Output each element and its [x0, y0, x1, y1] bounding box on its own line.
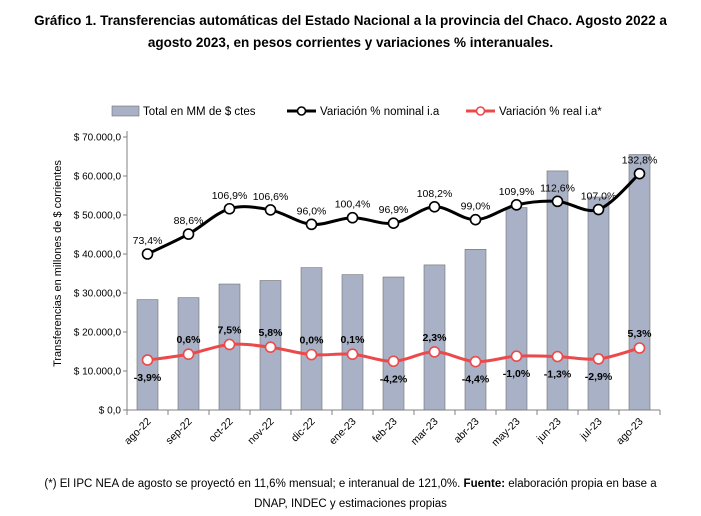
footnote-text-1: (*) El IPC NEA de agosto se proyectó en …	[44, 478, 464, 490]
x-tick-label: jul-23	[577, 416, 604, 443]
real-marker	[428, 346, 441, 358]
nominal-marker	[141, 248, 154, 260]
chart-title: Gráfico 1. Transferencias automáticas de…	[0, 10, 701, 54]
y-tick-label: $ 0,0	[99, 406, 122, 417]
y-tick-label: $ 60.000,0	[74, 172, 122, 183]
real-marker	[387, 355, 400, 368]
real-marker	[469, 355, 482, 368]
x-tick-label: nov-22	[245, 416, 276, 447]
line-series: 73,4% 88,6% 106,9% 106,6% 96,0% 100,4% 96,9% 10…	[133, 155, 658, 386]
nominal-data-label: 112,6%	[540, 182, 575, 194]
nominal-data-label: 96,0%	[297, 205, 327, 217]
x-tick-label: may-23	[489, 416, 522, 449]
x-axis: ago-22 sep-22 oct-22 nov-22 dic-22 ene-23 feb-…	[122, 409, 661, 449]
y-tick-label: $ 50.000,0	[74, 211, 122, 222]
nominal-marker	[182, 228, 195, 240]
real-marker	[182, 348, 195, 361]
nominal-data-label: 88,6%	[174, 215, 204, 227]
x-tick-label: feb-23	[370, 416, 400, 446]
nominal-marker	[346, 211, 359, 224]
nominal-marker	[633, 167, 646, 180]
real-data-label: -1,3%	[544, 369, 572, 381]
nominal-data-label: 73,4%	[133, 235, 163, 247]
real-data-label: -4,4%	[462, 374, 490, 386]
real-data-label: -1,0%	[503, 368, 531, 380]
real-marker	[223, 338, 236, 351]
real-data-label: 0,0%	[300, 335, 325, 347]
real-marker	[141, 354, 154, 366]
legend-bar-label: Total en MM de $ ctes	[143, 106, 256, 118]
real-data-label: 2,3%	[423, 332, 448, 344]
legend-bar-swatch	[111, 105, 140, 117]
x-tick-label: oct-22	[206, 416, 235, 445]
real-marker	[346, 348, 359, 361]
x-tick-label: dic-22	[289, 416, 318, 445]
chart-title-line-1: Gráfico 1. Transferencias automáticas de…	[34, 13, 667, 28]
nominal-marker	[223, 202, 236, 215]
nominal-data-label: 132,8%	[622, 155, 658, 167]
y-tick-label: $ 10.000,0	[74, 367, 122, 378]
x-tick-label: abr-23	[452, 416, 482, 446]
nominal-marker	[387, 217, 400, 229]
x-tick-label: jun-23	[534, 416, 564, 446]
real-marker	[633, 342, 646, 354]
real-data-label: 5,8%	[259, 327, 284, 339]
real-marker	[305, 348, 318, 361]
bar	[464, 249, 487, 411]
real-data-label: 0,1%	[341, 334, 366, 346]
x-tick-label: ago-22	[122, 416, 154, 448]
footnote-line-2: DNAP, INDEC y estimaciones propias	[254, 498, 447, 510]
nominal-data-label: 107,0%	[581, 191, 617, 203]
nominal-data-label: 99,0%	[461, 201, 491, 213]
x-tick-label: ago-23	[614, 416, 646, 448]
nominal-marker	[305, 218, 318, 231]
real-marker	[592, 353, 605, 365]
real-data-label: 7,5%	[218, 324, 243, 336]
chart-legend: Total en MM de $ ctes Variación % nominal…	[111, 105, 602, 118]
nominal-marker	[551, 195, 564, 208]
nominal-data-label: 100,4%	[335, 199, 371, 211]
real-marker	[264, 341, 277, 354]
footnote-line-1: (*) El IPC NEA de agosto se proyectó en …	[0, 474, 701, 494]
legend-nominal-label: Variación % nominal i.a	[320, 106, 440, 118]
nominal-marker	[469, 213, 482, 226]
y-tick-label: $ 30.000,0	[74, 289, 122, 300]
real-data-label: -3,9%	[134, 372, 162, 384]
real-data-label: -2,9%	[585, 371, 613, 383]
real-marker	[510, 350, 523, 362]
nominal-marker	[264, 204, 277, 216]
bar	[628, 154, 651, 411]
nominal-data-label: 109,9%	[499, 186, 535, 198]
footnote-text-2: elaboración propia en base a	[505, 478, 657, 490]
legend-real-label: Variación % real i.a*	[499, 106, 602, 118]
combo-chart: Total en MM de $ ctes Variación % nominal…	[52, 105, 661, 449]
y-tick-label: $ 70.000,0	[74, 133, 122, 144]
chart-footnote: (*) El IPC NEA de agosto se proyectó en …	[0, 474, 701, 514]
real-data-label: -4,2%	[380, 373, 408, 385]
footnote-source-label: Fuente:	[463, 478, 506, 490]
real-data-label: 0,6%	[177, 334, 202, 346]
nominal-data-label: 96,9%	[379, 204, 409, 216]
x-tick-label: mar-23	[409, 416, 441, 448]
nominal-data-label: 106,9%	[212, 190, 248, 202]
real-marker	[551, 350, 564, 363]
nominal-marker	[592, 203, 605, 216]
nominal-marker	[428, 201, 441, 213]
legend-nominal-marker	[296, 106, 307, 116]
legend-real-marker	[475, 106, 486, 116]
x-tick-label: ene-23	[327, 416, 359, 448]
bar	[382, 276, 405, 411]
nominal-marker	[510, 199, 523, 211]
y-tick-label: $ 40.000,0	[74, 250, 122, 261]
x-tick-label: sep-22	[163, 416, 194, 447]
y-tick-label: $ 20.000,0	[74, 328, 122, 339]
real-data-label: 5,3%	[628, 328, 653, 340]
chart-title-line-2: agosto 2023, en pesos corrientes y varia…	[147, 35, 554, 50]
y-axis: $ 0,0 $ 10.000,0 $ 20.000,0 $ 30.000,0 $ 40.…	[52, 131, 128, 417]
nominal-data-label: 108,2%	[417, 188, 453, 200]
nominal-data-label: 106,6%	[253, 191, 289, 203]
y-axis-title: Transferencias en millones de $ corrient…	[52, 160, 64, 367]
